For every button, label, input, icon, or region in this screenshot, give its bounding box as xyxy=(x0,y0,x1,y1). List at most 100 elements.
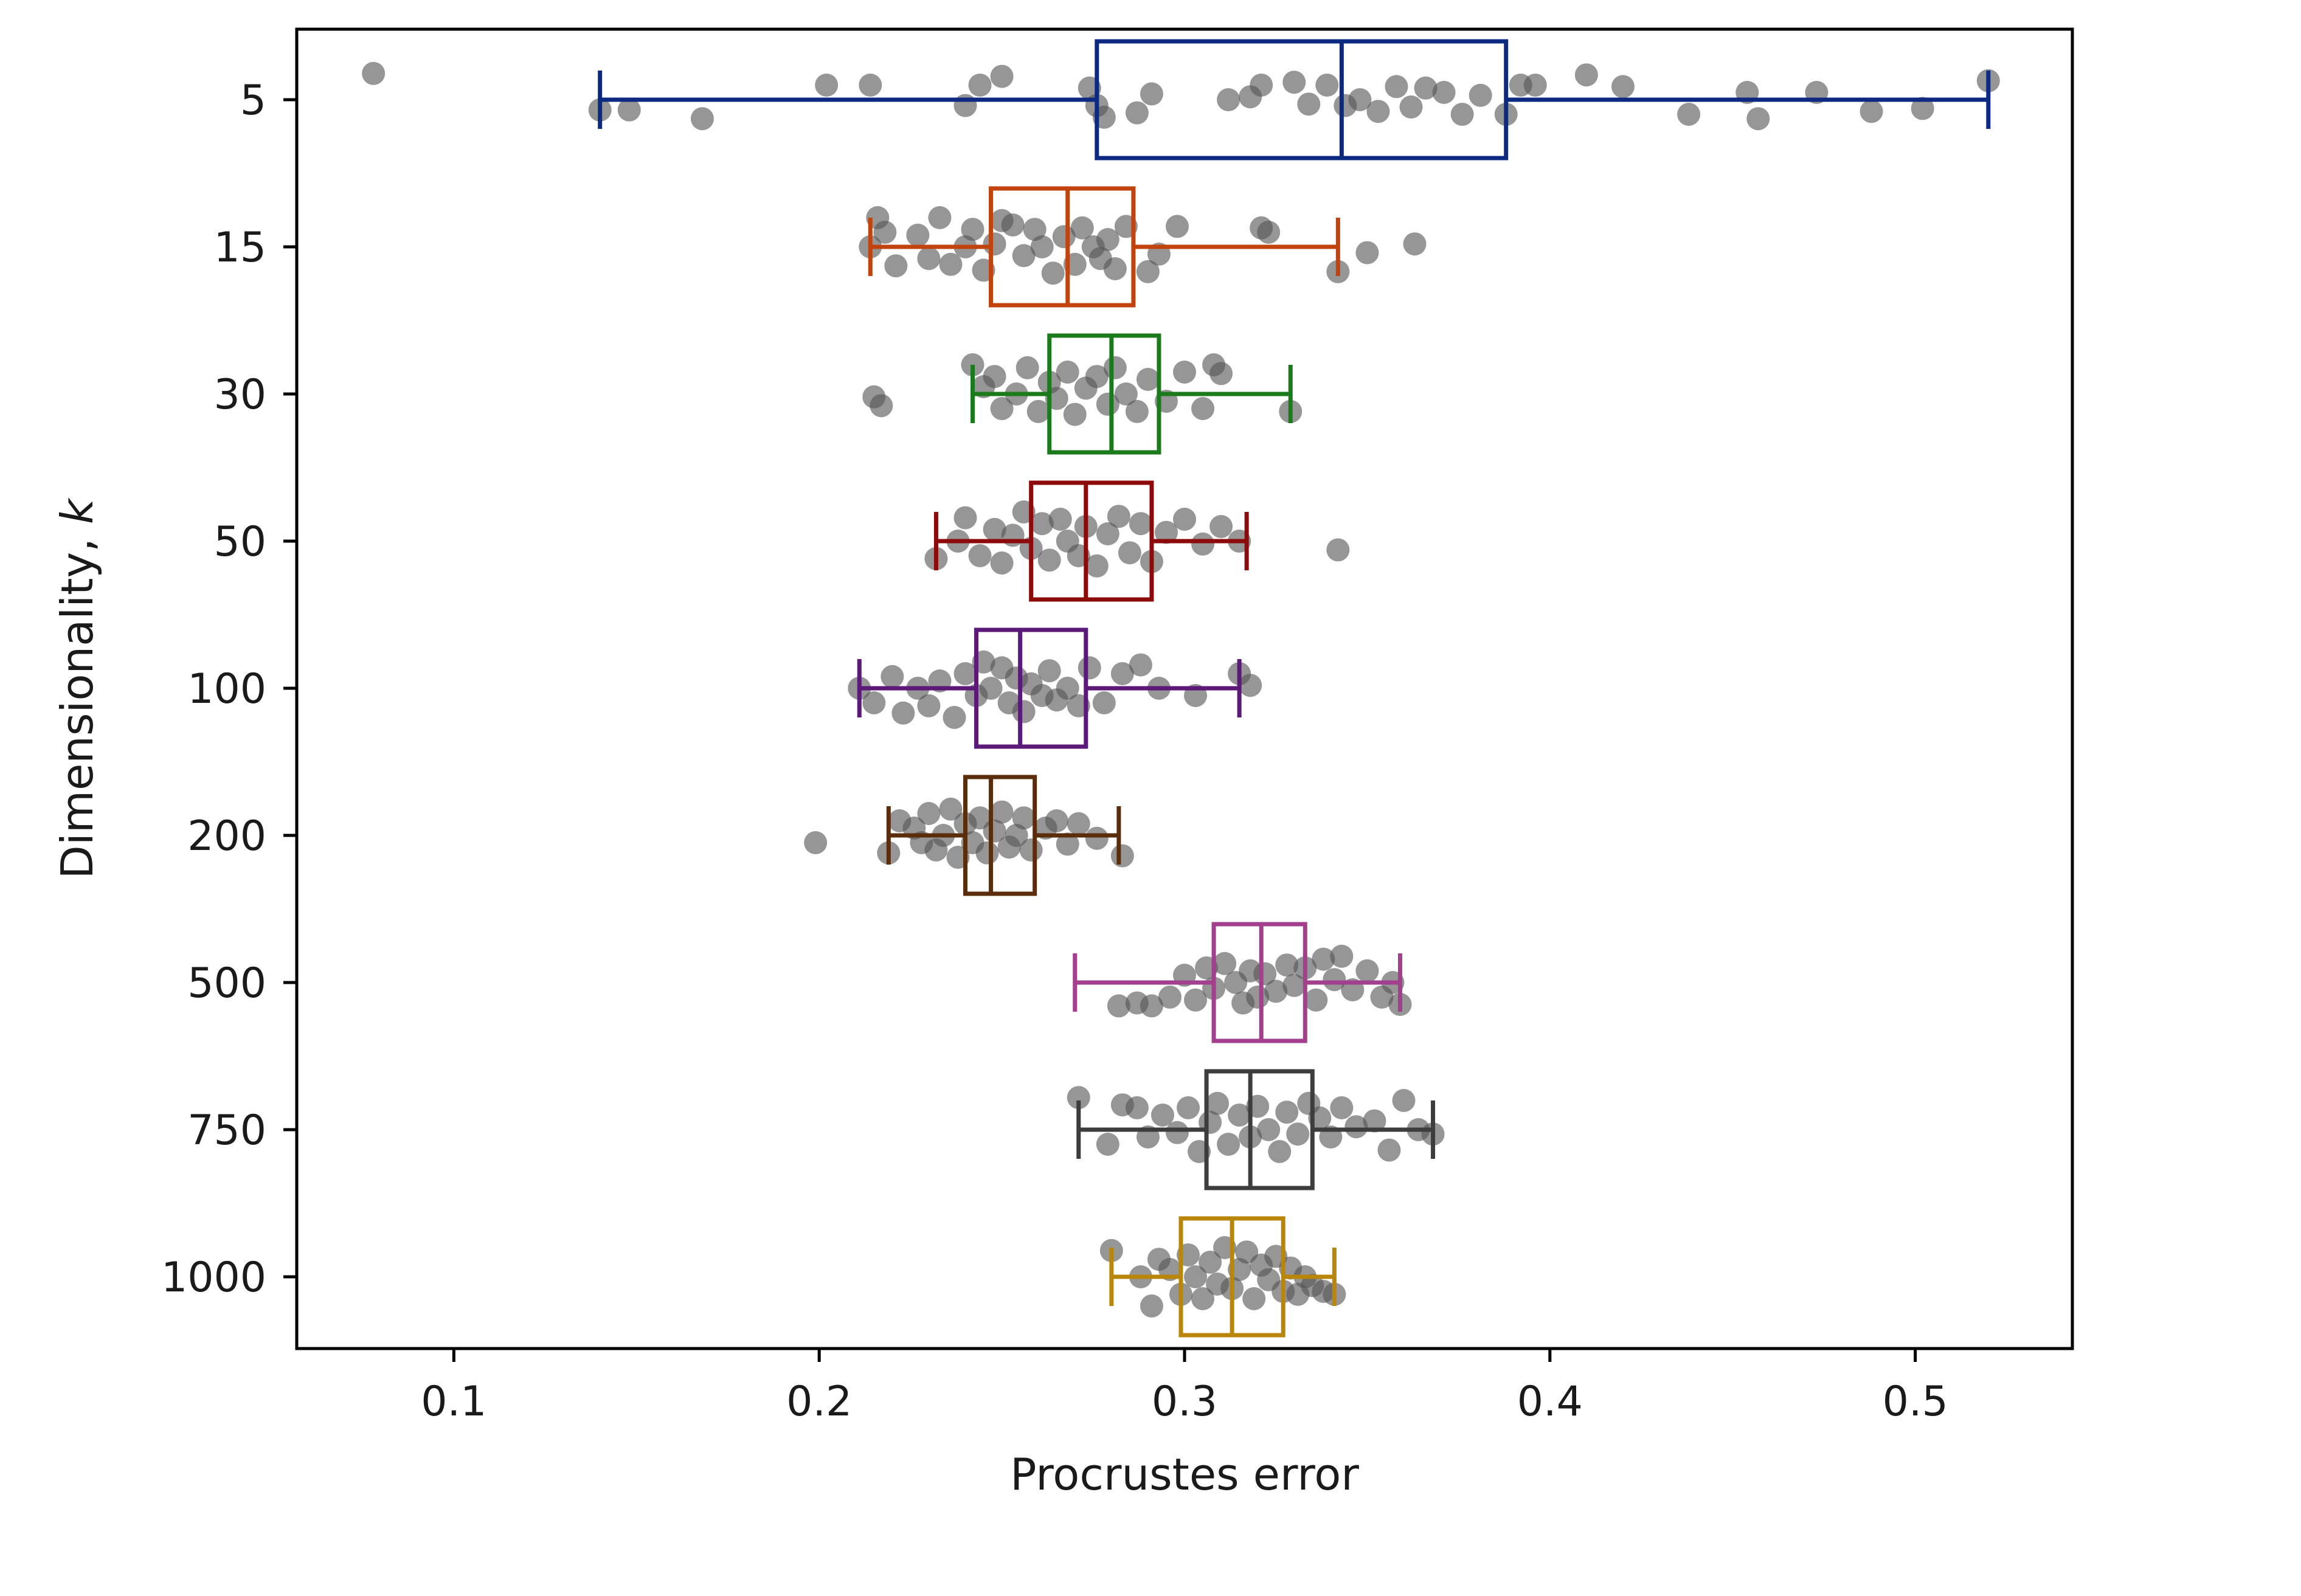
data-point xyxy=(1114,382,1138,406)
data-point xyxy=(1118,541,1141,565)
data-point xyxy=(1323,968,1346,992)
data-point xyxy=(884,254,908,278)
data-point xyxy=(1140,994,1163,1018)
data-point xyxy=(1078,656,1101,680)
data-point xyxy=(1282,71,1306,94)
data-point xyxy=(917,802,941,825)
data-point xyxy=(1257,1118,1281,1141)
data-point xyxy=(1177,1096,1200,1119)
data-point xyxy=(1315,74,1339,97)
data-point xyxy=(1268,1140,1292,1163)
data-point xyxy=(1085,826,1109,850)
data-point xyxy=(990,64,1014,88)
data-point xyxy=(1250,74,1273,97)
data-point xyxy=(917,694,941,717)
data-point xyxy=(1154,520,1178,544)
data-point xyxy=(953,662,977,685)
data-point xyxy=(953,94,977,117)
data-point xyxy=(1469,83,1492,107)
data-point xyxy=(906,223,930,247)
data-point xyxy=(1228,1104,1251,1127)
box-iqr xyxy=(974,627,1088,749)
data-point xyxy=(1070,216,1094,240)
data-point xyxy=(1037,659,1061,683)
data-point xyxy=(1129,512,1152,536)
data-point xyxy=(953,506,977,530)
data-point xyxy=(1150,1104,1174,1127)
y-axis-label-variable: k xyxy=(52,497,103,524)
data-point xyxy=(1125,101,1149,125)
data-point xyxy=(1344,1115,1368,1139)
data-point xyxy=(1016,356,1039,379)
data-point xyxy=(1366,100,1390,123)
data-point xyxy=(804,831,828,854)
data-point xyxy=(1385,75,1408,98)
data-point xyxy=(1092,691,1116,714)
data-point xyxy=(990,800,1014,824)
data-point xyxy=(1037,548,1061,572)
data-point xyxy=(1206,1091,1230,1115)
y-tick-label: 30 xyxy=(213,371,266,419)
data-point xyxy=(1140,82,1163,106)
data-point xyxy=(1012,700,1036,724)
data-point xyxy=(1217,88,1240,111)
data-point xyxy=(1239,674,1262,697)
data-point xyxy=(1110,844,1134,868)
data-point xyxy=(1264,979,1288,1003)
data-point xyxy=(939,797,963,821)
data-point xyxy=(1403,232,1427,256)
data-point xyxy=(1125,1096,1149,1119)
data-point xyxy=(617,98,641,122)
y-tick-label: 100 xyxy=(187,665,266,713)
data-point xyxy=(1012,806,1036,830)
data-point xyxy=(1348,88,1372,111)
data-point xyxy=(1067,812,1090,835)
data-point xyxy=(1158,986,1182,1009)
box-iqr xyxy=(1029,480,1154,602)
data-point xyxy=(1399,95,1423,119)
data-point xyxy=(1030,512,1054,536)
data-point xyxy=(975,841,999,865)
data-point xyxy=(1213,952,1237,975)
data-point xyxy=(1611,75,1635,98)
data-point xyxy=(1019,838,1043,862)
data-point xyxy=(943,706,966,729)
data-point xyxy=(891,701,915,725)
data-point xyxy=(1275,1100,1299,1124)
data-point xyxy=(1096,522,1119,545)
data-point xyxy=(1056,832,1079,856)
data-point xyxy=(1312,947,1335,971)
data-point xyxy=(1377,1138,1401,1162)
x-axis-label: Procrustes error xyxy=(1010,1449,1359,1500)
data-point xyxy=(1085,554,1109,578)
data-point xyxy=(1129,653,1152,677)
data-point xyxy=(983,517,1006,541)
data-point xyxy=(1304,988,1328,1012)
data-point xyxy=(1173,508,1196,531)
data-point xyxy=(1574,63,1598,87)
data-point xyxy=(1432,81,1456,104)
data-point xyxy=(990,551,1014,575)
data-point xyxy=(968,544,992,567)
x-tick-label: 0.3 xyxy=(1152,1378,1217,1426)
x-tick-label: 0.1 xyxy=(421,1378,486,1426)
box-iqr xyxy=(1047,333,1161,455)
data-point xyxy=(1056,677,1079,700)
data-point xyxy=(1096,1133,1119,1156)
data-point xyxy=(1096,228,1119,251)
data-point xyxy=(1199,1251,1222,1274)
data-point xyxy=(1330,1096,1354,1119)
data-point xyxy=(1257,221,1281,244)
x-tick-label: 0.2 xyxy=(786,1378,852,1426)
data-point xyxy=(1184,988,1208,1012)
data-point xyxy=(1355,959,1379,983)
data-point xyxy=(990,397,1014,420)
data-point xyxy=(1110,662,1134,685)
y-tick-label: 1000 xyxy=(161,1254,266,1302)
data-point xyxy=(1286,1122,1310,1146)
x-tick-label: 0.5 xyxy=(1883,1378,1948,1426)
data-point xyxy=(862,691,886,714)
box-iqr xyxy=(963,775,1037,896)
